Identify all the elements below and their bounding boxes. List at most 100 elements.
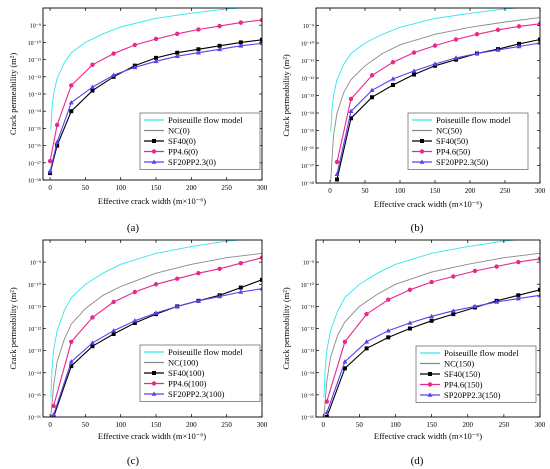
data-point-sfpp — [342, 359, 348, 364]
legend-label-pp: PP4.6(150) — [444, 380, 483, 390]
panel-label: (b) — [411, 222, 424, 234]
x-axis-title: Effective crack width (m×10⁻⁶) — [98, 196, 206, 206]
legend: Poiseuille flow modelNC(0)SF40(0)PP4.6(0… — [139, 112, 261, 170]
legend-label-poiseuille: Poiseuille flow model — [168, 347, 243, 357]
y-tick-label: 10⁻⁹ — [30, 24, 41, 30]
legend-marker-pp — [151, 149, 157, 154]
data-point-pp — [51, 403, 56, 409]
x-axis-title: Effective crack width (m×10⁻⁶) — [98, 431, 206, 441]
data-point-sfpp — [516, 43, 522, 49]
x-axis-title: Effective crack width (m×10⁻⁶) — [374, 199, 482, 209]
legend-marker-sf40 — [428, 372, 432, 376]
data-point-sf40 — [370, 95, 374, 100]
data-point-sf40 — [55, 143, 60, 148]
x-tick-label: 50 — [362, 187, 370, 195]
y-tick-label: 10⁻¹⁶ — [28, 416, 41, 422]
y-tick-label: 10⁻¹⁴ — [301, 112, 314, 118]
series-line-nc — [323, 252, 540, 417]
data-point-sfpp — [89, 340, 95, 345]
data-point-sfpp — [407, 320, 413, 325]
data-point-pp — [407, 287, 413, 292]
x-tick-label: 250 — [499, 421, 510, 429]
data-point-pp — [132, 289, 138, 295]
y-tick-label: 10⁻¹⁷ — [28, 161, 41, 167]
y-tick-label: 10⁻¹⁷ — [301, 164, 314, 170]
y-tick-label: 10⁻¹² — [28, 75, 41, 81]
data-point-pp — [386, 297, 391, 302]
legend-label-poiseuille: Poiseuille flow model — [168, 115, 243, 125]
data-point-sfpp — [51, 412, 57, 417]
y-axis-title: Crack permeability (m²) — [281, 54, 291, 136]
data-point-sf40 — [132, 320, 137, 325]
data-point-sfpp — [259, 286, 262, 291]
legend-marker-pp — [419, 149, 425, 154]
y-tick-label: 10⁻¹¹ — [28, 58, 41, 64]
data-point-pp — [217, 266, 222, 271]
legend-label-nc: NC(50) — [436, 126, 462, 136]
data-point-sfpp — [334, 171, 340, 177]
data-point-sfpp — [515, 296, 521, 301]
data-point-sfpp — [153, 310, 159, 315]
x-tick-label: 50 — [82, 421, 90, 429]
data-point-pp — [537, 21, 540, 26]
legend-label-nc: NC(0) — [168, 126, 190, 136]
legend: Poiseuille flow modelNC(50)SF40(50)PP4.6… — [407, 112, 529, 170]
legend-marker-pp — [151, 381, 157, 386]
y-tick-label: 10⁻¹⁸ — [301, 182, 314, 188]
x-tick-label: 100 — [115, 184, 126, 192]
series-line-poiseuille — [323, 240, 521, 398]
legend: Poiseuille flow modelNC(150)SF40(150)PP4… — [415, 345, 537, 403]
legend-marker-sfpp — [419, 159, 425, 164]
y-axis-title: Crack permeability (m²) — [8, 287, 18, 369]
data-point-pp — [90, 315, 95, 320]
panel-label: (a) — [127, 222, 140, 234]
x-tick-label: 0 — [321, 421, 325, 429]
data-point-sfpp — [348, 108, 354, 114]
data-point-sf40 — [386, 335, 391, 340]
x-tick-label: 300 — [535, 421, 546, 429]
data-point-sf40 — [69, 364, 74, 369]
y-tick-label: 10⁻¹⁴ — [301, 371, 314, 377]
x-tick-label: 0 — [328, 187, 332, 195]
data-point-sfpp — [385, 328, 391, 333]
panel-label: (c) — [127, 455, 140, 467]
data-point-sf40 — [260, 277, 262, 282]
series-line-nc — [330, 17, 540, 182]
x-tick-label: 150 — [430, 187, 441, 195]
y-tick-label: 10⁻¹² — [301, 327, 314, 333]
legend-marker-sf40 — [152, 139, 156, 143]
data-point-pp — [390, 60, 396, 65]
data-point-sfpp — [472, 303, 478, 309]
data-point-sf40 — [391, 83, 395, 87]
data-point-sf40 — [260, 37, 262, 42]
y-tick-label: 10⁻¹⁵ — [28, 393, 41, 399]
y-tick-label: 10⁻¹⁰ — [28, 282, 42, 289]
data-point-sf40 — [90, 344, 95, 349]
y-tick-label: 10⁻⁹ — [30, 261, 41, 267]
data-point-pp — [259, 255, 262, 260]
x-tick-label: 200 — [186, 184, 197, 192]
data-point-pp — [453, 37, 459, 42]
data-point-pp — [259, 17, 262, 23]
legend-label-sfpp: SF20PP2.3(50) — [436, 157, 488, 167]
legend-marker-sfpp — [151, 391, 157, 396]
data-point-sfpp — [390, 76, 396, 81]
data-point-pp — [54, 122, 60, 128]
data-point-sf40 — [349, 116, 353, 121]
data-point-sfpp — [537, 40, 540, 45]
data-point-sfpp — [259, 40, 262, 46]
x-tick-label: 100 — [390, 421, 401, 429]
data-point-sfpp — [364, 339, 370, 344]
y-tick-label: 10⁻¹⁵ — [301, 393, 314, 399]
series-line-poiseuille — [50, 8, 246, 131]
x-tick-label: 250 — [221, 184, 232, 192]
legend-label-poiseuille: Poiseuille flow model — [436, 115, 511, 125]
data-point-sf40 — [217, 43, 222, 48]
data-point-sfpp — [411, 68, 417, 73]
data-point-pp — [196, 27, 201, 32]
panel-label: (d) — [411, 455, 424, 467]
legend-label-nc: NC(150) — [444, 359, 474, 369]
y-tick-label: 10⁻¹³ — [301, 349, 314, 355]
legend-box — [139, 344, 261, 402]
